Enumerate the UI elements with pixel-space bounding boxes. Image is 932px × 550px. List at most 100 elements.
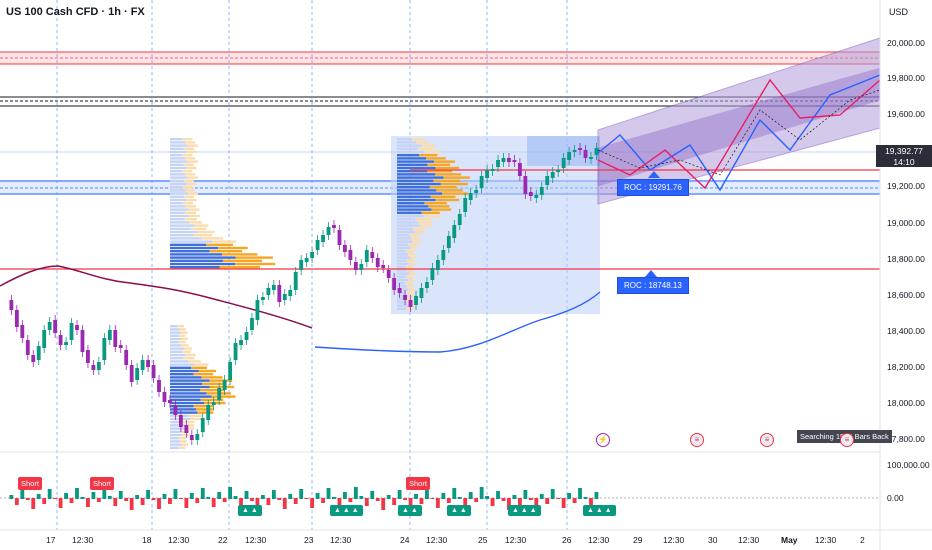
candle-body — [299, 260, 304, 270]
long-signal-tag[interactable]: ▲ ▲ ▲ — [330, 505, 363, 516]
volume-bar-sell — [235, 256, 273, 259]
candle-body — [414, 296, 418, 305]
volume-bar-buy — [397, 211, 422, 214]
volume-bar-buy — [397, 237, 411, 240]
volume-bar-sell — [218, 246, 248, 250]
candle-body — [381, 265, 386, 268]
last-price-value: 19,392.77 — [885, 146, 923, 156]
indicator-bar — [75, 488, 79, 499]
volume-bar-sell — [436, 189, 463, 192]
candle-body — [392, 278, 397, 290]
long-signal-tag[interactable]: ▲ ▲ — [238, 505, 262, 516]
volume-bar-sell — [183, 421, 195, 424]
us-flag-icon[interactable]: ≡ — [690, 433, 704, 447]
volume-bar-sell — [235, 262, 276, 266]
candle-body — [485, 170, 490, 178]
volume-bar-buy — [170, 405, 194, 408]
volume-bar-sell — [424, 202, 447, 205]
volume-bar-buy — [170, 262, 236, 266]
volume-bar-sell — [201, 237, 224, 240]
time-label: 25 — [478, 535, 488, 545]
volume-bar-sell — [190, 227, 207, 230]
volume-bar-buy — [170, 154, 183, 157]
short-signal-tag[interactable]: Short — [406, 477, 430, 490]
us-flag-icon[interactable]: ≡ — [840, 433, 854, 447]
candle-body — [80, 330, 85, 352]
volume-bar-buy — [170, 182, 187, 186]
volume-bar-buy — [397, 144, 422, 147]
time-label: 12:30 — [505, 535, 527, 545]
volume-bar-sell — [189, 221, 202, 224]
symbol-title[interactable]: US 100 Cash CFD · 1h · FX — [6, 6, 145, 18]
volume-bar-sell — [188, 214, 200, 218]
volume-bar-sell — [178, 334, 186, 337]
indicator-bar — [457, 497, 462, 499]
volume-bar-buy — [397, 259, 407, 262]
volume-bar-sell — [426, 157, 446, 160]
long-signal-tag[interactable]: ▲ ▲ — [447, 505, 471, 516]
roc-label-upper[interactable]: ROC : 19291.76 — [617, 179, 689, 196]
volume-bar-buy — [170, 227, 191, 230]
volume-bar-sell — [183, 147, 194, 150]
candle-body — [408, 300, 413, 307]
long-signal-tag[interactable]: ▲ ▲ ▲ — [583, 505, 616, 516]
candle-body — [124, 350, 129, 365]
currency-label[interactable]: USD — [889, 7, 909, 17]
indicator-bar — [348, 498, 353, 502]
indicator-bar — [64, 493, 68, 499]
volume-bar-sell — [408, 288, 416, 291]
indicator-bar — [359, 496, 364, 499]
indicator-bar — [271, 490, 276, 499]
candle-body — [9, 300, 14, 310]
candle-body — [195, 434, 200, 440]
volume-bar-buy — [170, 379, 210, 382]
indicator-bar — [589, 498, 593, 507]
indicator-bar — [189, 493, 194, 499]
candle-body — [228, 362, 233, 380]
volume-bar-buy — [397, 266, 406, 269]
candle-body — [25, 340, 30, 355]
volume-bar-sell — [417, 147, 434, 150]
volume-bar-sell — [190, 417, 203, 421]
indicator-bar — [129, 498, 134, 510]
volume-bar-buy — [397, 218, 416, 221]
indicator-bar — [353, 487, 358, 499]
indicator-bar — [474, 498, 479, 502]
volume-bar-sell — [188, 360, 201, 363]
volume-bar-buy — [397, 275, 407, 278]
candle-body — [184, 425, 189, 433]
volume-bar-sell — [202, 382, 226, 385]
indicator-bar — [178, 498, 183, 499]
long-signal-tag[interactable]: ▲ ▲ — [398, 505, 422, 516]
candle-body — [567, 152, 572, 160]
indicator-bar — [14, 498, 19, 505]
volume-bar-sell — [406, 275, 414, 278]
volume-bar-buy — [397, 301, 408, 304]
volume-bar-sell — [187, 160, 198, 163]
indicator-bar — [53, 498, 58, 499]
indicator-bar — [228, 487, 233, 499]
moving-average-maroon — [0, 265, 313, 329]
indicator-bar — [96, 498, 101, 502]
volume-bar-buy — [170, 192, 188, 195]
volume-bar-buy — [397, 179, 434, 182]
roc-label-lower[interactable]: ROC : 18748.13 — [617, 277, 689, 294]
indicator-bar — [157, 498, 161, 509]
volume-bar-sell — [409, 234, 420, 237]
indicator-bar — [86, 498, 90, 507]
us-flag-icon[interactable]: ≡ — [760, 433, 774, 447]
long-signal-tag[interactable]: ▲ ▲ ▲ — [508, 505, 541, 516]
lightning-icon[interactable]: ⚡ — [596, 433, 610, 447]
short-signal-tag[interactable]: Short — [90, 477, 114, 490]
volume-bar-buy — [170, 176, 188, 179]
short-signal-tag[interactable]: Short — [18, 477, 42, 490]
indicator-bar — [392, 498, 397, 505]
volume-bar-sell — [209, 385, 235, 389]
volume-bar-buy — [170, 211, 185, 214]
time-label: 12:30 — [738, 535, 760, 545]
indicator-bar — [255, 498, 260, 510]
indicator-bar — [501, 498, 506, 501]
candle-body — [556, 170, 561, 172]
indicator-bar — [140, 498, 145, 505]
